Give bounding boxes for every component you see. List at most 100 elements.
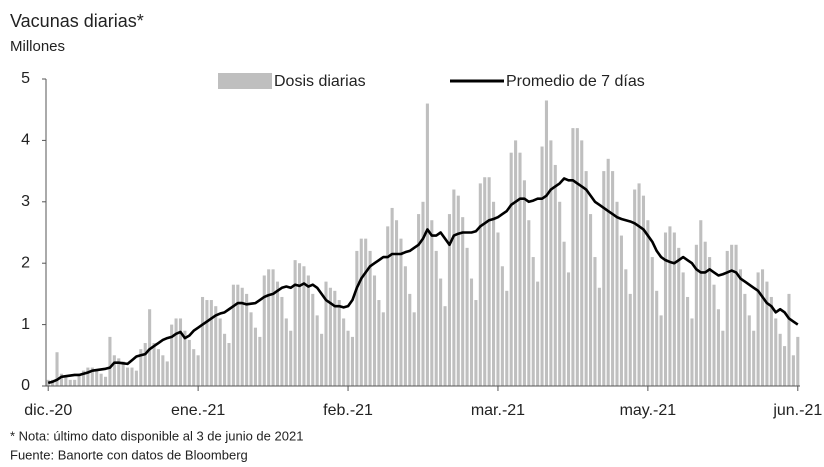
bar [126,367,130,386]
bar [580,140,584,386]
bar [483,177,487,386]
bar [417,214,421,386]
bar [395,220,399,386]
bar [275,281,280,386]
bar [469,278,474,386]
bar [708,257,712,386]
bar [328,287,332,386]
bar [403,266,407,386]
bar [478,183,482,386]
bar [699,220,703,386]
bar [540,146,544,386]
x-tick-label: jun.-21 [772,402,822,419]
bar [562,241,566,386]
bar [342,318,346,386]
bar [170,324,174,386]
bar [650,257,654,386]
bar [765,281,769,386]
bar [152,343,156,386]
bar [262,275,266,386]
bar [77,373,81,386]
bar [59,373,63,386]
bar [716,309,720,386]
bar [769,296,773,386]
bar [447,214,451,386]
bar [430,220,434,386]
bar [412,312,416,386]
bar [584,171,588,386]
bar [372,275,377,386]
bar [452,189,456,386]
bar [258,336,262,386]
bar [619,235,623,386]
bar [641,195,646,386]
bar [487,177,491,386]
bar [425,103,429,386]
bar [694,244,698,386]
y-tick-label: 3 [21,193,30,210]
bar [103,376,108,386]
bar [143,343,147,386]
y-tick-label: 0 [21,377,30,394]
bar [218,318,222,386]
bar [139,349,143,386]
bar [721,330,725,386]
bar [677,247,681,386]
bar [381,312,385,386]
bar [531,257,535,386]
bar [637,183,641,386]
bar [536,281,540,386]
bar [593,257,597,386]
bar [337,300,341,386]
bar [760,269,765,386]
bar [214,306,218,386]
bar [518,152,522,386]
bar [174,318,178,386]
bar [200,296,205,386]
bar [681,272,685,386]
bar [589,214,593,386]
note: * Nota: último dato disponible al 3 de j… [10,428,303,443]
bar [306,275,310,386]
bar [571,128,575,386]
bar [130,367,134,386]
bar [390,207,394,386]
bar [280,296,284,386]
bar [500,266,504,386]
chart-subtitle: Millones [10,38,65,55]
bar [602,171,606,386]
bar [302,266,306,386]
bar [668,226,672,386]
bar [796,336,800,386]
bar [368,250,372,386]
bar [249,312,253,386]
y-tick-label: 4 [21,132,30,149]
bar [209,300,213,386]
bar [752,330,756,386]
bar [315,315,319,386]
bar [245,293,249,386]
bar [566,272,571,386]
bar [223,333,227,386]
bar [311,293,315,386]
bar [231,284,235,386]
bar [165,361,169,386]
bar [183,330,187,386]
bar [346,330,350,386]
bar [646,220,650,386]
bar [659,315,663,386]
x-tick-label: feb.-21 [323,402,373,419]
chart-title: Vacunas diarias* [10,11,144,31]
legend-label: Dosis diarias [274,73,366,90]
bar [686,296,690,386]
bar [492,201,496,386]
bar [628,293,632,386]
bar [611,171,615,386]
bar [663,232,668,386]
bar [64,376,68,386]
bar [703,241,707,386]
x-tick-label: ene.-21 [171,402,225,419]
bar [514,140,518,386]
bar [421,201,425,386]
